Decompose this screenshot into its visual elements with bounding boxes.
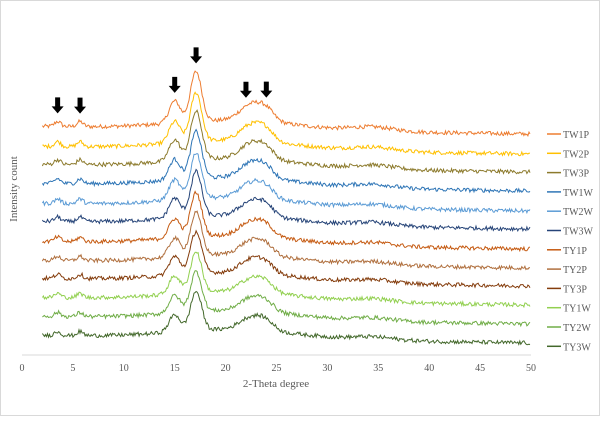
legend-item-ty1w: TY1W	[547, 304, 591, 315]
legend-label: TY1W	[563, 304, 591, 315]
series-line-ty1p	[42, 190, 531, 253]
x-tick-label: 45	[475, 363, 485, 374]
legend-item-tw3w: TW3W	[547, 227, 594, 238]
peak-arrow-icon	[168, 76, 181, 93]
legend-item-ty3w: TY3W	[547, 342, 591, 353]
legend-item-ty1p: TY1P	[547, 246, 587, 257]
legend-label: TY3P	[563, 284, 587, 295]
legend-item-ty2p: TY2P	[547, 265, 587, 276]
legend-label: TY2P	[563, 265, 587, 276]
peak-arrow-icon	[51, 97, 64, 114]
y-axis-title: Intensity count	[8, 156, 20, 222]
x-tick-label: 0	[20, 363, 25, 374]
peak-arrow-icon	[74, 97, 87, 114]
series-line-tw3p	[41, 109, 531, 175]
legend-item-tw2p: TW2P	[547, 149, 590, 160]
x-axis-title: 2-Theta degree	[243, 378, 309, 390]
legend-label: TW3P	[563, 169, 590, 180]
x-tick-label: 35	[373, 363, 383, 374]
series-line-tw1w	[41, 128, 531, 194]
x-tick-label: 50	[526, 363, 536, 374]
legend-label: TW2W	[563, 207, 594, 218]
series-line-ty3p	[41, 229, 531, 289]
series-line-tw2p	[42, 91, 531, 157]
series-line-ty2w	[42, 270, 531, 328]
x-tick-label: 20	[221, 363, 231, 374]
peak-arrow-icon	[260, 81, 273, 98]
legend-item-tw3p: TW3P	[547, 169, 590, 180]
x-tick-label: 40	[424, 363, 434, 374]
legend-item-ty2w: TY2W	[547, 323, 591, 334]
x-tick-label: 30	[322, 363, 332, 374]
series-line-tw3w	[41, 168, 531, 232]
legend-item-tw1w: TW1W	[547, 188, 594, 199]
legend-label: TW3W	[563, 227, 594, 238]
legend-label: TY3W	[563, 342, 591, 353]
peak-arrow-icon	[190, 47, 203, 64]
x-tick-label: 15	[170, 363, 180, 374]
x-tick-label: 5	[70, 363, 75, 374]
x-tick-label: 10	[119, 363, 129, 374]
series-line-tw2w	[41, 153, 531, 215]
legend-item-tw2w: TW2W	[547, 207, 594, 218]
series-line-ty2p	[41, 210, 531, 271]
legend-label: TY1P	[563, 246, 587, 257]
x-tick-label: 25	[272, 363, 282, 374]
series-line-tw1p	[41, 70, 531, 138]
legend-label: TW2P	[563, 149, 590, 160]
legend-label: TW1W	[563, 188, 594, 199]
legend-item-tw1p: TW1P	[547, 130, 590, 141]
series-line-ty3w	[41, 290, 531, 346]
peak-arrow-icon	[239, 81, 252, 98]
legend-label: TW1P	[563, 130, 590, 141]
legend-item-ty3p: TY3P	[547, 284, 587, 295]
legend-label: TY2W	[563, 323, 591, 334]
series-line-ty1w	[41, 251, 531, 309]
